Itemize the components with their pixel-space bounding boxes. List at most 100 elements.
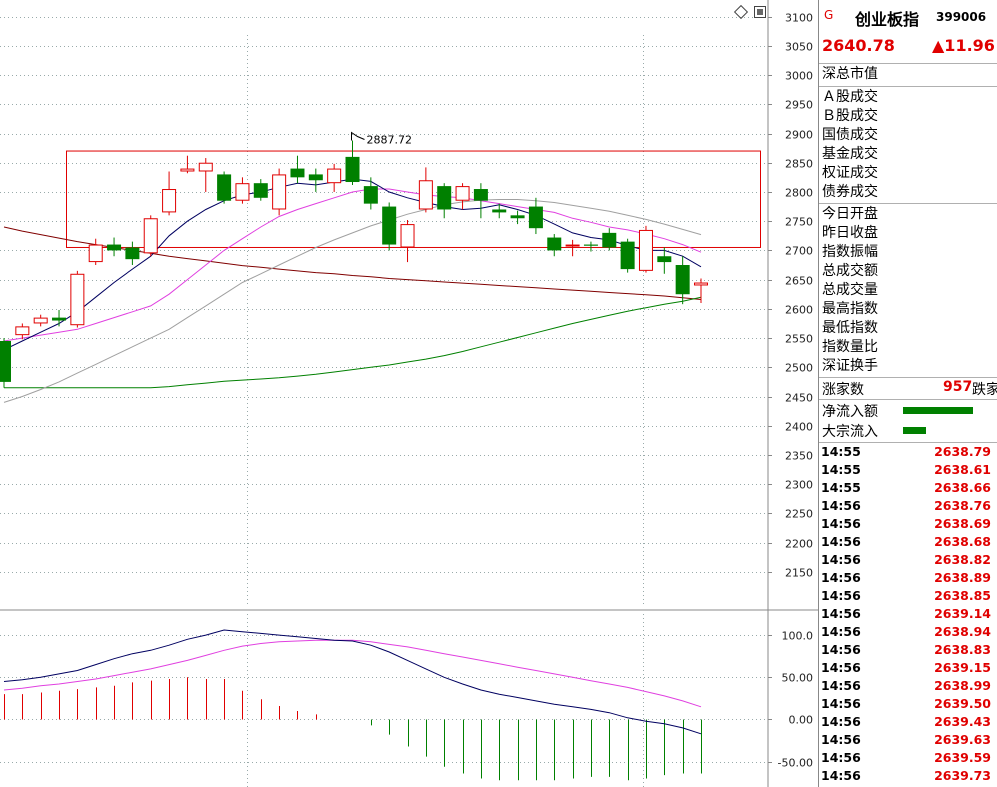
y-tick-label: 2600 — [785, 304, 813, 317]
tick-price: 2639.50 — [934, 696, 991, 711]
quote-header: G 创业板指 399006 — [819, 4, 997, 29]
index-code: 399006 — [936, 10, 987, 24]
tick-row: 14:56 2638.94 — [819, 623, 997, 641]
tick-time: 14:55 — [821, 480, 861, 495]
tick-time: 14:56 — [821, 606, 861, 621]
candle — [162, 171, 177, 216]
window-toggle-icon[interactable] — [754, 6, 766, 18]
y-tick-label: 2250 — [785, 508, 813, 521]
tick-row: 14:55 2638.79 — [819, 443, 997, 461]
candle — [272, 168, 287, 216]
tick-price: 2638.68 — [934, 534, 991, 549]
tick-row: 14:56 2639.15 — [819, 659, 997, 677]
ma5-line — [3, 178, 702, 351]
candle-body — [308, 174, 323, 181]
candle-body — [107, 244, 122, 251]
candle — [70, 270, 85, 328]
divider — [819, 377, 997, 378]
field-label: Ｂ股成交 — [822, 108, 878, 124]
candle-body — [70, 273, 85, 326]
candle — [290, 155, 305, 184]
candle — [455, 183, 470, 210]
candle — [437, 183, 452, 219]
candle-body — [217, 174, 232, 201]
candle-body — [363, 186, 378, 204]
tick-row: 14:56 2638.83 — [819, 641, 997, 659]
candle-body — [657, 256, 672, 263]
price-labels: 2887.72 — [351, 131, 413, 147]
candle-body — [400, 224, 415, 248]
divider — [819, 203, 997, 204]
up-count-value: 957 — [943, 379, 973, 395]
tick-row: 14:56 2638.99 — [819, 677, 997, 695]
axes: 3100 3050 3000 2950 2900 2850 2800 2750 2700 2650… — [0, 0, 819, 787]
tick-price: 2639.43 — [934, 714, 991, 729]
chart-canvas[interactable]: 3100 3050 3000 2950 2900 2850 2800 2750 2700 2650… — [0, 0, 819, 787]
tick-row: 14:56 2638.85 — [819, 587, 997, 605]
field-label: 总成交量 — [822, 282, 878, 298]
candle-body — [162, 189, 177, 213]
candle-body — [694, 282, 708, 286]
y-tick-label: 2750 — [785, 216, 813, 229]
candle-body — [290, 168, 305, 178]
candle-body — [143, 218, 158, 254]
ma60-line — [4, 296, 702, 389]
candle — [15, 323, 30, 340]
candle-body — [272, 174, 287, 210]
candle — [382, 202, 397, 251]
candle-body — [602, 232, 617, 248]
tick-price: 2638.79 — [934, 444, 991, 459]
divider — [819, 399, 997, 400]
y-tick-label: 2500 — [785, 362, 813, 375]
field-label: 国债成交 — [822, 127, 878, 143]
candle-body — [198, 162, 213, 172]
tick-time: 14:56 — [821, 624, 861, 639]
y-tick-label: 2150 — [785, 567, 813, 580]
tick-row: 14:56 2638.89 — [819, 569, 997, 587]
field-label: 今日开盘 — [822, 206, 878, 222]
candle-body — [547, 237, 562, 251]
diamond-icon[interactable] — [733, 4, 749, 20]
y-tick-label: 2900 — [785, 129, 813, 142]
high-marker — [351, 131, 365, 141]
tick-time: 14:56 — [821, 768, 861, 783]
y-tick-label: 2300 — [785, 479, 813, 492]
candle — [583, 241, 598, 252]
tick-time: 14:56 — [821, 732, 861, 747]
tick-row: 14:56 2639.73 — [819, 767, 997, 785]
ma20-line — [3, 199, 702, 403]
candle — [473, 183, 488, 219]
tick-price: 2638.85 — [934, 588, 991, 603]
candle-body — [583, 244, 598, 246]
tick-time: 14:56 — [821, 516, 861, 531]
flow-row: 净流入额 — [819, 401, 997, 420]
tick-time: 14:55 — [821, 462, 861, 477]
flow-row: 大宗流入 — [819, 421, 997, 440]
candle — [107, 237, 122, 257]
candle-body — [382, 206, 397, 245]
high-label: 2887.72 — [367, 134, 413, 147]
candle-body — [88, 244, 103, 263]
dea-line — [3, 639, 702, 708]
tick-time: 14:56 — [821, 678, 861, 693]
dif-line — [3, 629, 702, 735]
candle-body — [492, 209, 507, 213]
tick-row: 14:56 2638.69 — [819, 515, 997, 533]
tick-price: 2639.73 — [934, 768, 991, 783]
tick-row: 14:55 2638.66 — [819, 479, 997, 497]
candle-body — [565, 244, 580, 247]
candle — [0, 338, 11, 388]
y-tick-label: 2450 — [785, 392, 813, 405]
candle — [694, 278, 708, 303]
candle — [143, 215, 158, 257]
y-tick-label: 2800 — [785, 187, 813, 200]
tick-price: 2638.83 — [934, 642, 991, 657]
candle — [198, 158, 213, 192]
field-label: 深证换手 — [822, 358, 878, 374]
candle-body — [52, 317, 67, 321]
tick-time: 14:56 — [821, 714, 861, 729]
candle — [363, 177, 378, 210]
field-label: 指数量比 — [822, 339, 878, 355]
tick-price: 2638.69 — [934, 516, 991, 531]
candle — [638, 225, 653, 273]
